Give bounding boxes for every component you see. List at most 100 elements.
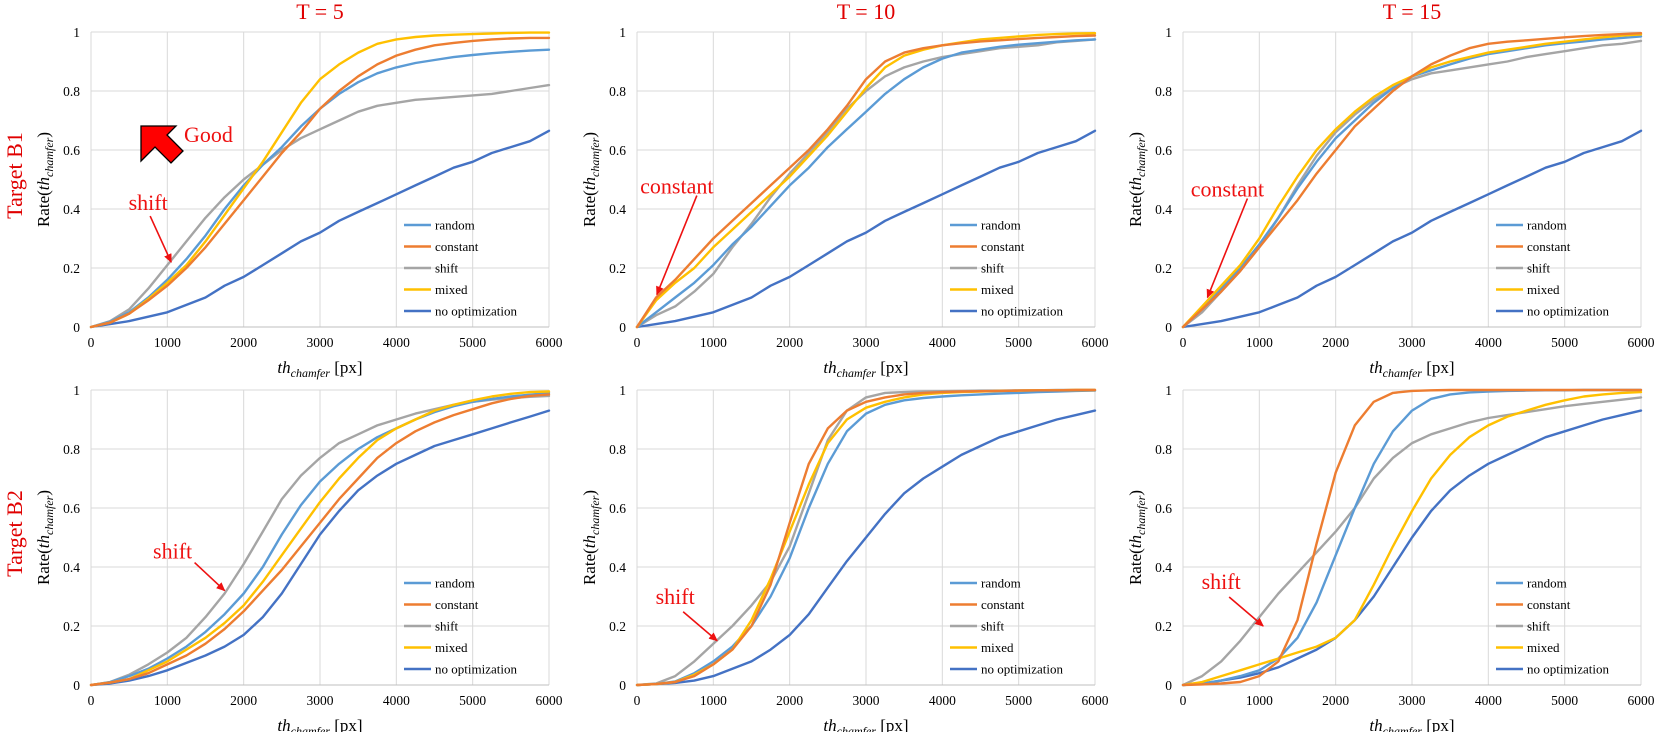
y-tick-label: 0.4 xyxy=(609,202,626,217)
y-tick-label: 0.4 xyxy=(1155,560,1172,575)
y-label-pre: Rate( xyxy=(580,548,599,585)
series-line-no-optimization xyxy=(635,129,1097,329)
x-tick-label: 2000 xyxy=(776,693,803,708)
legend-label: no optimization xyxy=(1527,662,1609,677)
x-label-main: th xyxy=(823,716,836,732)
x-tick-label: 5000 xyxy=(1005,693,1032,708)
x-label-sub: chamfer xyxy=(291,366,331,380)
x-axis-label: thchamfer [px] xyxy=(1369,716,1454,732)
x-tick-label: 2000 xyxy=(1322,693,1349,708)
y-tick-label: 0.6 xyxy=(1155,143,1172,158)
series-line-no-optimization xyxy=(1181,129,1643,329)
x-tick-label: 4000 xyxy=(929,693,956,708)
x-tick-label: 5000 xyxy=(1005,335,1032,350)
series-line-constant xyxy=(1181,388,1643,687)
y-tick-label: 0 xyxy=(1165,678,1172,693)
x-tick-label: 4000 xyxy=(1475,693,1502,708)
y-tick-label: 1 xyxy=(1165,383,1172,398)
y-label-sub: chamfer xyxy=(42,137,56,177)
legend-label: constant xyxy=(981,597,1025,612)
x-tick-label: 1000 xyxy=(700,693,727,708)
x-label-sub: chamfer xyxy=(837,366,877,380)
y-tick-label: 0.2 xyxy=(63,619,80,634)
y-tick-label: 0.4 xyxy=(609,560,626,575)
column-title: T = 10 xyxy=(837,0,895,24)
series-line-constant xyxy=(1181,32,1643,329)
x-tick-label: 3000 xyxy=(307,693,334,708)
annotation-arrow xyxy=(682,611,718,642)
y-axis-label: Rate(thchamfer) xyxy=(1126,490,1148,585)
y-tick-label: 0.2 xyxy=(1155,619,1172,634)
y-tick-label: 0.6 xyxy=(609,143,626,158)
legend-label: mixed xyxy=(981,282,1014,297)
x-tick-label: 2000 xyxy=(230,335,257,350)
series-line-no-optimization xyxy=(635,409,1097,687)
x-label-sub: chamfer xyxy=(1383,724,1423,732)
x-tick-label: 6000 xyxy=(1628,335,1655,350)
y-tick-label: 0.6 xyxy=(63,143,80,158)
y-tick-label: 0.4 xyxy=(63,560,80,575)
y-tick-label: 0.8 xyxy=(609,84,626,99)
y-tick-label: 1 xyxy=(73,25,80,40)
y-label-sub: chamfer xyxy=(42,495,56,535)
x-label-unit: [px] xyxy=(876,716,909,732)
good-arrow-icon xyxy=(140,125,184,164)
x-label-unit: [px] xyxy=(1422,716,1455,732)
y-tick-label: 0.6 xyxy=(1155,501,1172,516)
annotation-arrow xyxy=(1228,596,1264,627)
x-tick-label: 5000 xyxy=(459,335,486,350)
y-tick-label: 1 xyxy=(619,383,626,398)
x-tick-label: 2000 xyxy=(230,693,257,708)
x-axis-label: thchamfer [px] xyxy=(823,358,908,380)
y-tick-label: 0.8 xyxy=(63,442,80,457)
x-label-unit: [px] xyxy=(876,358,909,377)
x-tick-label: 0 xyxy=(634,693,641,708)
legend-label: random xyxy=(435,218,475,233)
annotation-arrow xyxy=(656,195,698,296)
series-line-no-optimization xyxy=(89,129,551,329)
legend-label: mixed xyxy=(1527,640,1560,655)
annotation-arrow xyxy=(1206,198,1249,299)
legend-label: mixed xyxy=(435,640,468,655)
series-line-random xyxy=(635,38,1097,329)
y-label-pre: Rate( xyxy=(1126,190,1145,227)
y-axis-label: Rate(thchamfer) xyxy=(1126,132,1148,227)
panel-r1-c2: 0 1000 2000 3000 4000 5000 6000 0 0.2 0.4 0.6 0.8 1 t… xyxy=(1126,383,1655,732)
y-label-pre: Rate( xyxy=(34,548,53,585)
y-label-post: ) xyxy=(34,132,53,138)
y-label-post: ) xyxy=(580,132,599,138)
x-tick-label: 1000 xyxy=(1246,335,1273,350)
x-tick-label: 1000 xyxy=(700,335,727,350)
row-label: Target B2 xyxy=(2,490,27,577)
y-label-main: th xyxy=(34,535,53,548)
y-label-main: th xyxy=(580,177,599,190)
x-tick-label: 3000 xyxy=(853,693,880,708)
x-tick-label: 6000 xyxy=(1082,693,1109,708)
x-label-unit: [px] xyxy=(330,716,363,732)
series-line-constant xyxy=(635,388,1097,687)
y-axis-label: Rate(thchamfer) xyxy=(580,132,602,227)
y-axis-label: Rate(thchamfer) xyxy=(34,490,56,585)
y-axis-label: Rate(thchamfer) xyxy=(580,490,602,585)
legend-label: random xyxy=(1527,218,1567,233)
x-tick-label: 5000 xyxy=(1551,335,1578,350)
y-label-sub: chamfer xyxy=(1134,495,1148,535)
y-label-post: ) xyxy=(1126,132,1145,138)
x-label-sub: chamfer xyxy=(837,724,877,732)
series-line-no-optimization xyxy=(1181,409,1643,687)
annotation-arrow xyxy=(194,562,226,592)
y-tick-label: 0.2 xyxy=(63,261,80,276)
legend-label: random xyxy=(981,576,1021,591)
y-label-pre: Rate( xyxy=(1126,548,1145,585)
annotation-label: constant xyxy=(640,174,713,199)
legend-label: shift xyxy=(981,619,1005,634)
legend-label: mixed xyxy=(435,282,468,297)
series-line-random xyxy=(635,389,1097,687)
x-tick-label: 2000 xyxy=(1322,335,1349,350)
series-line-shift xyxy=(89,83,551,329)
y-label-post: ) xyxy=(34,490,53,496)
legend-label: mixed xyxy=(981,640,1014,655)
series-line-mixed xyxy=(1181,390,1643,687)
annotation-label: shift xyxy=(1202,569,1241,594)
